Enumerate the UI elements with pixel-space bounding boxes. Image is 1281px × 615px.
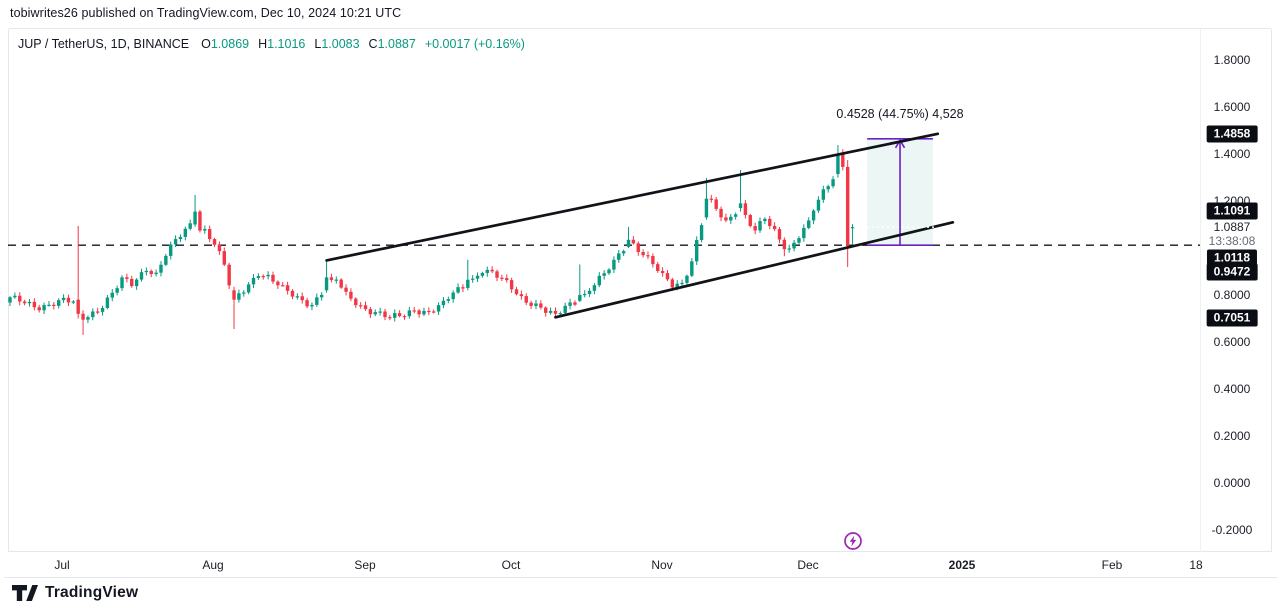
time-tick-label: Aug <box>202 558 224 572</box>
price-badge: 1.0118 <box>1206 249 1258 267</box>
time-tick-label: Feb <box>1101 558 1123 572</box>
price-badge: 1.4858 <box>1206 125 1258 143</box>
time-tick-label: Oct <box>501 558 521 572</box>
channel-upper-trendline[interactable] <box>325 132 940 262</box>
tradingview-logo[interactable]: TradingView <box>12 584 138 602</box>
price-tick-label: 1.6000 <box>1213 100 1251 114</box>
price-tick-label: 0.0000 <box>1213 476 1251 490</box>
time-tick-label: Sep <box>354 558 376 572</box>
price-badge: 1.1091 <box>1206 202 1258 220</box>
close-value: C1.0887 <box>368 37 416 51</box>
candlestick-series <box>8 145 855 335</box>
chart-canvas[interactable] <box>0 0 1281 552</box>
time-tick-label: 2025 <box>948 558 976 572</box>
open-value: O1.0869 <box>201 37 250 51</box>
price-tick-label: 1.8000 <box>1213 53 1251 67</box>
chart-frame <box>8 28 1272 552</box>
high-value: H1.1016 <box>258 37 306 51</box>
channel-lower-trendline[interactable] <box>554 221 955 319</box>
time-tick-label: Nov <box>651 558 673 572</box>
time-tick-label: 18 <box>1189 558 1203 572</box>
attribution-text: tobiwrites26 published on TradingView.co… <box>10 6 402 20</box>
time-axis[interactable]: Jul Aug Sep Oct Nov Dec 2025 Feb 18 <box>8 553 1272 577</box>
current-price-label: 1.0887 <box>1213 220 1251 234</box>
flash-icon[interactable] <box>843 531 863 551</box>
time-tick-label: Jul <box>54 558 70 572</box>
bar-close-countdown: 13:38:08 <box>1208 234 1256 248</box>
low-value: L1.0083 <box>314 37 360 51</box>
price-tick-label: 0.8000 <box>1213 288 1251 302</box>
price-tick-label: -0.2000 <box>1211 523 1253 537</box>
price-tick-label: 1.4000 <box>1213 147 1251 161</box>
price-tick-label: 0.2000 <box>1213 429 1251 443</box>
tradingview-logo-text: TradingView <box>45 584 139 601</box>
symbol-title: JUP / TetherUS, 1D, BINANCE <box>18 37 190 51</box>
price-badge: 0.9472 <box>1206 263 1258 281</box>
price-tick-label: 0.6000 <box>1213 335 1251 349</box>
symbol-legend: JUP / TetherUS, 1D, BINANCE O1.0869 H1.1… <box>18 37 525 51</box>
price-axis[interactable]: 1.8000 1.6000 1.4000 1.2000 0.8000 0.6000 0.40… <box>1201 0 1263 552</box>
tradingview-logo-glyph <box>12 585 38 601</box>
frame-bottom-border <box>4 577 1277 578</box>
projection-measurement-label: 0.4528 (44.75%) 4,528 <box>836 107 964 121</box>
time-tick-label: Dec <box>797 558 819 572</box>
flash-bolt-glyph <box>844 532 862 550</box>
price-tick-label: 0.4000 <box>1213 382 1251 396</box>
price-badge: 0.7051 <box>1206 309 1258 327</box>
price-axis-separator <box>1200 29 1201 552</box>
change-value: +0.0017 (+0.16%) <box>424 37 525 51</box>
